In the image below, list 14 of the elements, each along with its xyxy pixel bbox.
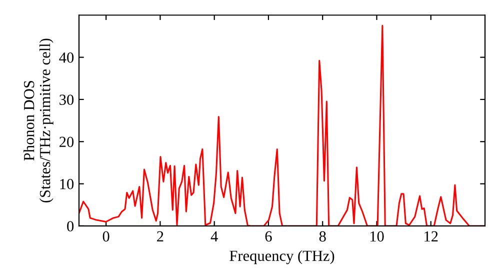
- x-tick-label: 0: [102, 231, 110, 242]
- x-tick-label: 4: [210, 231, 218, 242]
- y-tick-label: 40: [59, 52, 74, 63]
- y-tick-label: 0: [67, 221, 74, 232]
- y-tick-label: 10: [60, 178, 74, 190]
- x-tick-label: 12: [424, 231, 438, 242]
- y-tick-label: 30: [60, 94, 74, 105]
- x-tick-label: 10: [370, 231, 384, 242]
- x-axis-title: Frequency (THz): [230, 250, 334, 264]
- x-tick-label: 2: [157, 231, 164, 242]
- y-tick-label: 20: [60, 136, 74, 148]
- x-tick-label: 6: [265, 231, 272, 242]
- y-axis-title: Phonon DOS (States/THz·primitive cell): [23, 38, 54, 202]
- x-tick-label: 8: [319, 231, 326, 242]
